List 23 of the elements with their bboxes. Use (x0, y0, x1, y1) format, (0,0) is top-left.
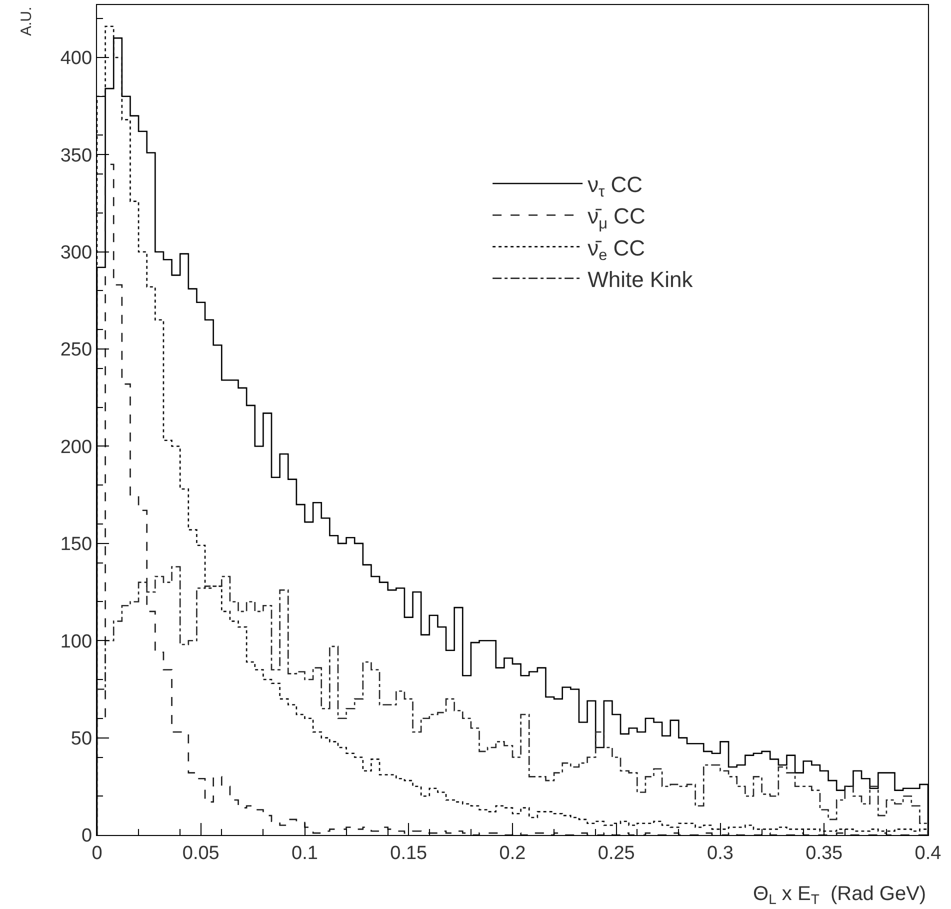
x-axis-title: Θ$_{L}$ x E$_{T}$ (Rad GeV) (753, 883, 926, 908)
x-tick-label: 0.15 (390, 842, 428, 864)
y-tick-label: 50 (70, 728, 92, 750)
y-tick-label: 400 (60, 48, 92, 70)
x-tick-label: 0.05 (182, 842, 220, 864)
y-tick-label: 100 (60, 631, 92, 652)
legend-label: White Kink (588, 266, 694, 292)
x-tick-label: 0.4 (914, 842, 942, 864)
y-tick-label: 350 (60, 145, 92, 166)
y-tick-label: 0 (81, 826, 92, 847)
x-tick-label: 0.2 (499, 842, 526, 864)
x-tick-label: 0.25 (598, 842, 635, 864)
y-tick-label: 200 (60, 436, 92, 458)
y-tick-label: 150 (60, 534, 92, 556)
legend-label: ν$_{τ}$ CC (588, 172, 643, 201)
y-tick-label: 300 (60, 242, 92, 264)
legend-label: ν̄$_{e}$ CC (588, 235, 646, 264)
x-tick-label: 0.35 (806, 842, 843, 864)
y-tick-label: 250 (60, 340, 92, 361)
x-tick-label: 0.3 (707, 842, 734, 864)
y-axis-title: A.U. (18, 6, 35, 36)
x-tick-label: 0.1 (292, 842, 318, 864)
legend-label: ν̄$_{μ}$ CC (588, 204, 646, 232)
